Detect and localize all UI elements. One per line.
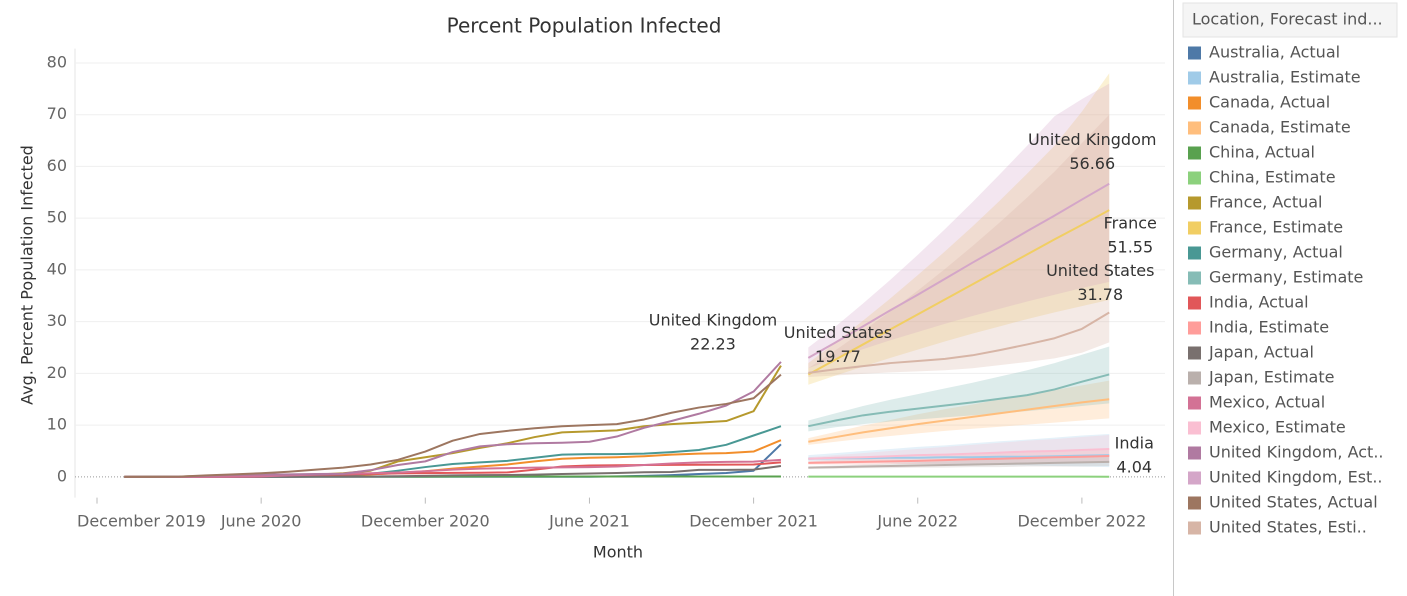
point-value-label: 19.77 <box>815 347 861 366</box>
legend-swatch <box>1188 246 1201 260</box>
point-name-label: India <box>1115 433 1154 452</box>
series-line <box>124 365 782 478</box>
point-name-label: United States <box>784 323 892 342</box>
point-value-label: 31.78 <box>1077 285 1123 304</box>
series-line <box>808 460 1110 469</box>
y-axis-title: Avg. Percent Population Infected <box>18 145 37 405</box>
legend-label: United Kingdom, Act.. <box>1209 443 1384 462</box>
confidence-band <box>808 434 1110 461</box>
y-tick-label: 60 <box>47 156 67 175</box>
legend-swatch <box>1188 321 1201 335</box>
point-name-label: United Kingdom <box>649 310 777 329</box>
legend-label: Canada, Estimate <box>1209 118 1351 137</box>
legend-panel <box>1173 0 1407 596</box>
x-tick-label: December 2021 <box>689 512 818 531</box>
legend-label: Mexico, Estimate <box>1209 418 1346 437</box>
series-line <box>808 311 1110 374</box>
legend-swatch <box>1188 146 1201 160</box>
legend-swatch <box>1188 171 1201 185</box>
legend-label: United States, Actual <box>1209 493 1378 512</box>
legend-swatch <box>1188 46 1201 60</box>
legend-label: Japan, Estimate <box>1208 368 1334 387</box>
series-line <box>124 458 782 478</box>
legend-swatch <box>1188 421 1201 435</box>
y-tick-label: 40 <box>47 259 67 278</box>
y-tick-label: 50 <box>47 208 67 227</box>
legend-label: United Kingdom, Est.. <box>1209 468 1382 487</box>
legend-swatch <box>1188 496 1201 510</box>
series-line <box>808 454 1110 464</box>
legend-label: France, Estimate <box>1209 218 1343 237</box>
legend-swatch <box>1188 396 1201 410</box>
series-line <box>808 447 1110 460</box>
legend-label: Mexico, Actual <box>1209 393 1325 412</box>
point-value-label: 4.04 <box>1116 457 1152 476</box>
point-name-label: United Kingdom <box>1028 130 1156 149</box>
legend-label: Japan, Actual <box>1208 343 1314 362</box>
point-value-label: 22.23 <box>690 334 736 353</box>
legend-swatch <box>1188 471 1201 485</box>
legend-label: India, Actual <box>1209 293 1309 312</box>
series-line <box>808 373 1110 428</box>
y-tick-label: 0 <box>57 466 67 485</box>
x-tick-label: June 2021 <box>548 512 630 531</box>
legend-swatch <box>1188 196 1201 210</box>
series-line <box>124 361 782 478</box>
legend-swatch <box>1188 96 1201 110</box>
series-line <box>807 182 1110 359</box>
point-name-label: United States <box>1046 261 1154 280</box>
legend-swatch <box>1188 521 1201 535</box>
legend-title: Location, Forecast ind... <box>1192 10 1383 29</box>
legend-swatch <box>1188 271 1201 285</box>
legend-swatch <box>1188 121 1201 135</box>
point-value-label: 56.66 <box>1069 154 1115 173</box>
confidence-band <box>808 73 1110 385</box>
legend-swatch <box>1188 446 1201 460</box>
legend-label: India, Estimate <box>1209 318 1329 337</box>
legend-swatch <box>1188 71 1201 85</box>
legend-label: China, Estimate <box>1209 168 1336 187</box>
legend-swatch <box>1188 221 1201 235</box>
point-value-label: 51.55 <box>1107 238 1153 257</box>
series-line <box>807 209 1110 376</box>
y-tick-label: 80 <box>47 52 67 71</box>
chart-title: Percent Population Infected <box>447 14 722 38</box>
legend-swatch <box>1188 296 1201 310</box>
legend-swatch <box>1188 346 1201 360</box>
x-tick-label: June 2020 <box>220 512 302 531</box>
legend-label: United States, Esti.. <box>1209 518 1367 537</box>
legend-label: Australia, Actual <box>1209 43 1340 62</box>
legend-label: China, Actual <box>1209 143 1315 162</box>
y-tick-label: 20 <box>47 363 67 382</box>
legend-title-box <box>1182 2 1398 38</box>
x-tick-label: December 2019 <box>77 512 206 531</box>
legend-label: France, Actual <box>1209 193 1323 212</box>
legend-label: Germany, Estimate <box>1209 268 1363 287</box>
x-axis-title: Month <box>593 543 643 562</box>
x-tick-label: December 2020 <box>361 512 490 531</box>
series-line <box>808 398 1110 443</box>
x-tick-label: December 2022 <box>1017 512 1146 531</box>
confidence-band <box>808 114 1110 378</box>
series-line <box>124 373 782 478</box>
legend-swatch <box>1188 371 1201 385</box>
confidence-band <box>808 346 1110 432</box>
point-name-label: France <box>1104 214 1157 233</box>
legend-label: Australia, Estimate <box>1209 68 1361 87</box>
y-tick-label: 30 <box>47 311 67 330</box>
legend-label: Germany, Actual <box>1209 243 1343 262</box>
legend-label: Canada, Actual <box>1209 93 1330 112</box>
x-tick-label: June 2022 <box>876 512 958 531</box>
y-tick-label: 10 <box>47 415 67 434</box>
y-tick-label: 70 <box>47 104 67 123</box>
confidence-band <box>808 83 1110 369</box>
